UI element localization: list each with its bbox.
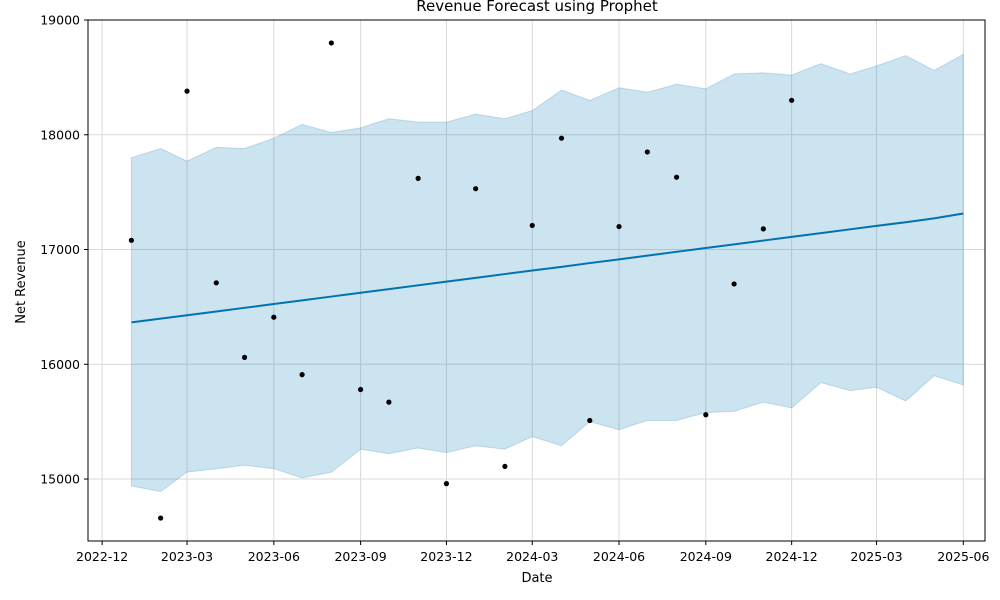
y-tick-label: 17000 xyxy=(40,242,80,257)
x-tick-label: 2023-06 xyxy=(248,549,300,564)
y-axis-title: Net Revenue xyxy=(14,240,29,324)
uncertainty-band-layer xyxy=(130,53,964,493)
observed-point xyxy=(703,412,709,418)
observed-point xyxy=(731,281,737,287)
x-tick-label: 2024-06 xyxy=(593,549,645,564)
forecast-line xyxy=(131,212,964,324)
observed-point xyxy=(213,280,219,286)
x-tick-label: 2024-03 xyxy=(506,549,558,564)
observed-point xyxy=(529,222,535,229)
observed-point xyxy=(241,354,248,360)
y-tick-label: 16000 xyxy=(40,357,80,372)
observed-point xyxy=(644,149,650,155)
observed-point xyxy=(128,237,134,243)
forecast-line-layer xyxy=(131,212,964,324)
x-tick-label: 2025-03 xyxy=(850,549,902,564)
x-tick-label: 2024-09 xyxy=(680,549,732,564)
chart-title: Revenue Forecast using Prophet xyxy=(416,0,658,15)
observed-point xyxy=(443,481,450,487)
observed-point xyxy=(328,40,334,46)
plot-frame xyxy=(87,19,986,542)
x-tick-label: 2023-03 xyxy=(161,549,213,564)
observed-point xyxy=(473,186,479,192)
tick-layer: 2022-12 2023-03 2023-06 2023-09 2023-12 2024-… xyxy=(40,13,989,565)
observed-point xyxy=(415,175,421,181)
x-tick-label: 2024-12 xyxy=(766,549,818,564)
grid-layer xyxy=(88,19,985,541)
y-tick-label: 19000 xyxy=(40,13,80,28)
observed-point xyxy=(558,135,565,141)
observed-point xyxy=(184,88,190,94)
y-tick-label: 15000 xyxy=(40,472,80,487)
observed-point xyxy=(158,515,164,521)
observed-point xyxy=(587,417,593,424)
observed-point xyxy=(299,372,305,378)
uncertainty-band xyxy=(130,53,964,493)
x-tick-label: 2022-12 xyxy=(76,549,128,564)
x-tick-label: 2023-12 xyxy=(420,549,472,564)
x-tick-label: 2023-09 xyxy=(334,549,386,564)
observed-point xyxy=(789,97,795,103)
observed-points-layer xyxy=(128,40,795,521)
observed-point xyxy=(760,226,766,232)
observed-point xyxy=(357,386,364,393)
x-tick-label: 2025-06 xyxy=(937,549,989,564)
observed-point xyxy=(502,463,508,470)
observed-point xyxy=(673,174,680,180)
y-tick-label: 18000 xyxy=(40,127,80,142)
observed-point xyxy=(271,314,277,320)
observed-point xyxy=(386,399,392,405)
observed-point xyxy=(616,223,622,230)
x-axis-title: Date xyxy=(521,571,552,586)
